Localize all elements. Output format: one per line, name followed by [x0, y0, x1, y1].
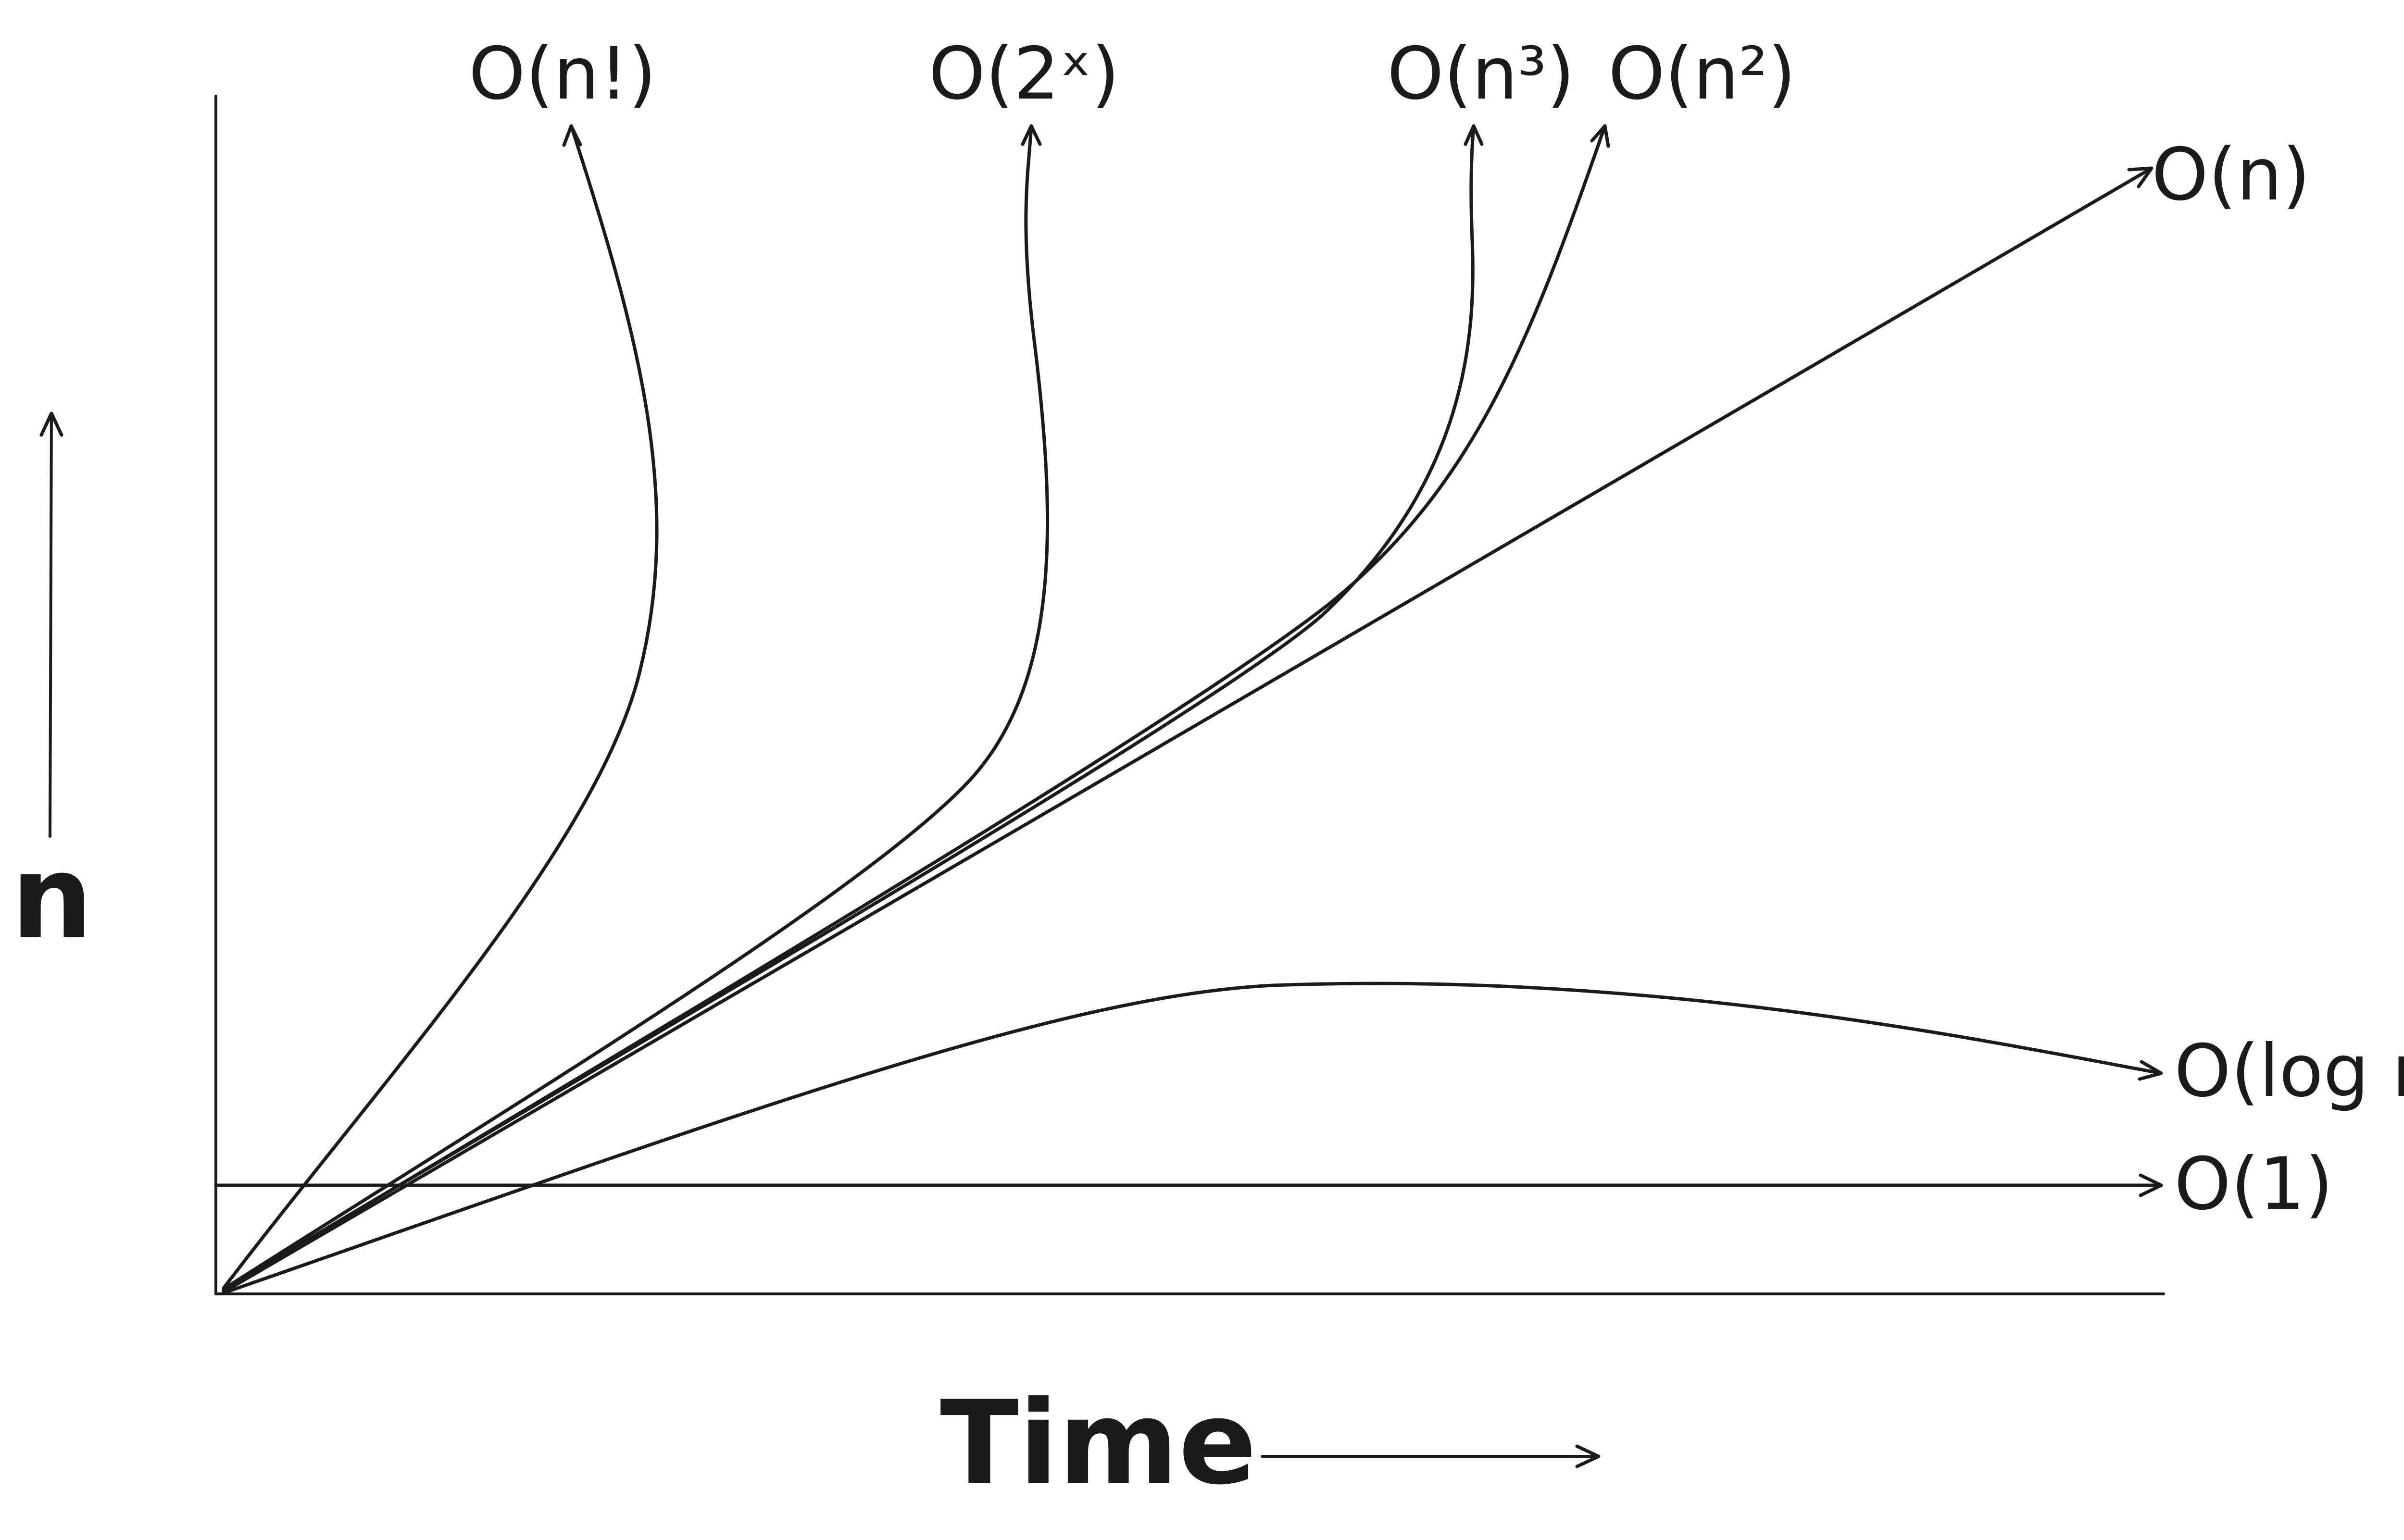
curve-cubic — [222, 124, 1484, 1292]
label-cubic: O(n³) — [1387, 32, 1575, 116]
curve-factorial — [222, 124, 659, 1290]
curve-quadratic — [222, 124, 1610, 1293]
curve-exponential — [222, 124, 1050, 1291]
label-factorial: O(n!) — [469, 32, 656, 116]
label-constant: O(1) — [2174, 1143, 2333, 1226]
y-axis-arrow — [39, 411, 63, 838]
x-axis-arrow — [1261, 1444, 1601, 1468]
curve-logarithmic — [222, 981, 2163, 1295]
label-linear: O(n) — [2152, 133, 2310, 217]
curve-linear — [222, 166, 2154, 1294]
label-quadratic: O(n²) — [1608, 32, 1796, 116]
label-logarithmic: O(log n) — [2174, 1030, 2404, 1113]
x-axis-label: Time — [940, 1376, 1257, 1510]
y-axis-label: n — [11, 830, 93, 965]
curve-constant — [214, 1173, 2163, 1197]
label-exponential: O(2ˣ) — [928, 32, 1119, 116]
